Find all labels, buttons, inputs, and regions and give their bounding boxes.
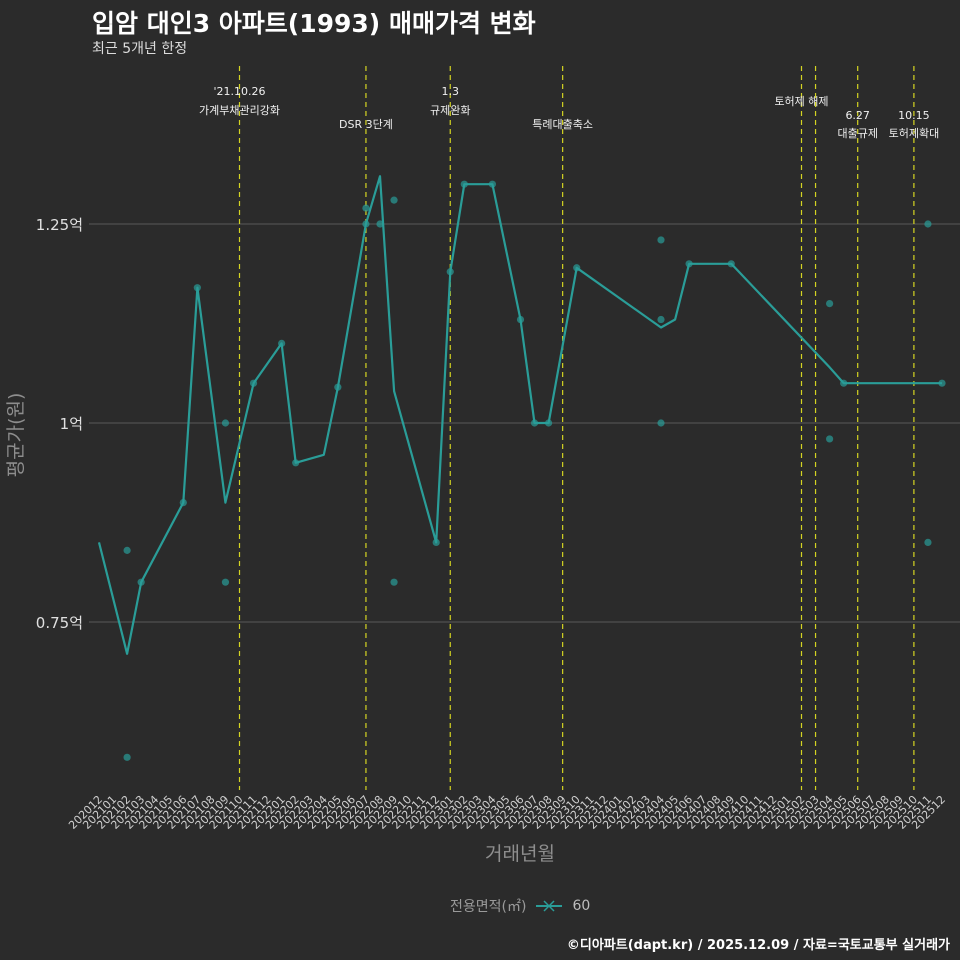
data-point bbox=[840, 379, 848, 387]
data-point bbox=[221, 578, 230, 586]
data-point bbox=[362, 204, 370, 212]
y-tick-label: 1.25억 bbox=[36, 216, 83, 234]
data-point bbox=[390, 578, 398, 586]
legend-key-icon bbox=[536, 900, 563, 912]
event-label: 1.3 bbox=[442, 85, 460, 98]
data-point bbox=[460, 180, 468, 188]
data-point bbox=[685, 260, 693, 268]
chart-subtitle: 최근 5개년 한정 bbox=[92, 41, 188, 57]
data-point bbox=[545, 419, 553, 427]
data-point bbox=[657, 419, 665, 427]
data-point bbox=[488, 180, 496, 188]
data-point bbox=[390, 196, 398, 204]
data-point bbox=[193, 284, 201, 292]
event-label: '21.10.26 bbox=[213, 85, 265, 98]
grid-layer bbox=[89, 223, 960, 623]
data-point bbox=[657, 236, 665, 244]
event-label: 특례대출축소 bbox=[532, 118, 593, 131]
data-point bbox=[938, 379, 946, 387]
data-point bbox=[924, 538, 932, 547]
data-point bbox=[123, 753, 131, 761]
data-point bbox=[826, 300, 834, 308]
data-point bbox=[137, 578, 145, 586]
event-label: 대출규제 bbox=[837, 127, 877, 140]
legend-item-label: 60 bbox=[572, 898, 591, 914]
event-label: 6.27 bbox=[845, 109, 870, 122]
data-point bbox=[530, 419, 539, 427]
y-tick-label: 0.75억 bbox=[36, 614, 83, 632]
data-point bbox=[123, 546, 131, 554]
data-point bbox=[292, 459, 300, 467]
data-point bbox=[432, 538, 440, 547]
data-point bbox=[278, 339, 286, 347]
x-axis-title: 거래년월 bbox=[485, 843, 555, 865]
y-axis-title: 평균가(원) bbox=[5, 393, 27, 478]
data-point bbox=[362, 220, 370, 228]
data-point bbox=[179, 499, 187, 507]
event-label: DSR 3단계 bbox=[339, 118, 393, 131]
axis-layer: 0.75억1억1.25억2020122021012021022021032021… bbox=[5, 216, 948, 865]
event-label: 규제완화 bbox=[430, 104, 470, 117]
series-layer bbox=[97, 175, 946, 761]
event-label: 10.15 bbox=[898, 109, 930, 122]
event-label: 토허제확대 bbox=[889, 127, 940, 140]
data-point bbox=[221, 419, 230, 427]
data-point bbox=[924, 220, 932, 228]
legend: 전용면적(㎡) 60 bbox=[450, 896, 590, 916]
data-point bbox=[334, 383, 342, 391]
data-point bbox=[573, 264, 581, 272]
legend-title: 전용면적(㎡) bbox=[450, 899, 527, 915]
data-point bbox=[657, 315, 665, 324]
data-point bbox=[516, 315, 525, 324]
data-point bbox=[446, 268, 454, 276]
chart-title: 입암 대인3 아파트(1993) 매매가격 변화 bbox=[92, 9, 536, 38]
y-tick-label: 1억 bbox=[60, 415, 83, 433]
data-point bbox=[376, 220, 384, 228]
event-label: 가계부채관리강화 bbox=[199, 104, 280, 117]
source-caption: ©디아파트(dapt.kr) / 2025.12.09 / 자료=국토교통부 실… bbox=[566, 938, 950, 953]
data-point bbox=[727, 260, 735, 268]
data-point bbox=[249, 379, 258, 387]
data-point bbox=[826, 435, 834, 443]
event-label: 토허제 해제 bbox=[774, 94, 828, 108]
